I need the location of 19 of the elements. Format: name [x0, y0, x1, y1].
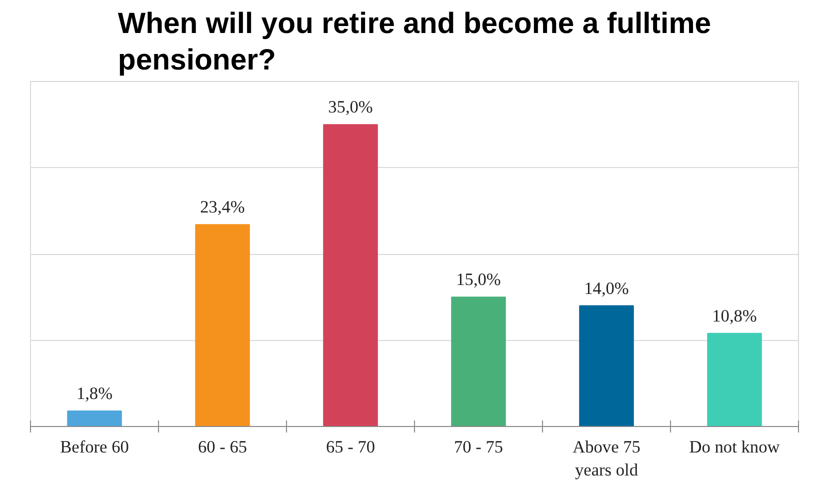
x-tick-label: Do not know	[689, 438, 780, 456]
x-tick-label: 65 - 70	[326, 438, 376, 456]
x-tick-label: Above 75 years old	[572, 438, 640, 480]
x-tick-label: 60 - 65	[198, 438, 248, 456]
bar	[451, 296, 506, 426]
bar	[323, 124, 378, 426]
data-label: 10,8%	[712, 306, 757, 326]
data-label: 35,0%	[328, 98, 373, 117]
chart-title: When will you retire and become a fulltime pensioner?	[118, 7, 712, 76]
bar	[67, 410, 122, 426]
data-label: 15,0%	[456, 270, 501, 290]
bar	[195, 224, 250, 426]
x-tick-label: Before 60	[60, 438, 129, 456]
data-label: 23,4%	[200, 198, 245, 217]
data-label: 14,0%	[584, 278, 629, 298]
x-tick-label: 70 - 75	[454, 438, 504, 456]
bar	[707, 332, 762, 426]
data-label: 1,8%	[76, 384, 113, 403]
bar	[579, 305, 634, 426]
